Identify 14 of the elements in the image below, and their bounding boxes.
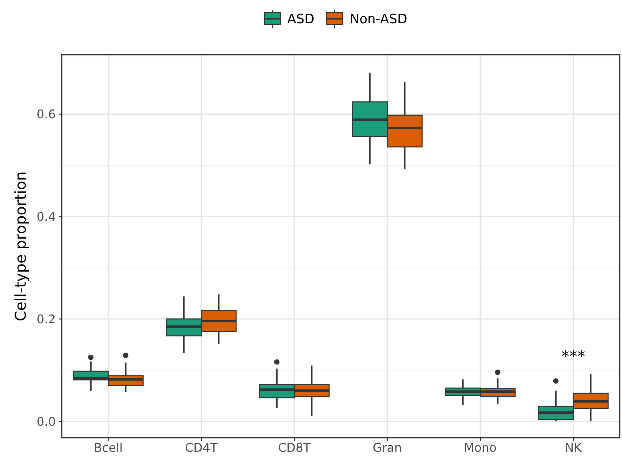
y-tick-label: 0.0 bbox=[36, 414, 56, 429]
legend-label: Non-ASD bbox=[350, 12, 408, 28]
y-tick-label: 0.6 bbox=[36, 108, 56, 122]
y-tick-label: 0.4 bbox=[36, 210, 56, 224]
annotation: *** bbox=[562, 347, 586, 366]
legend-label: ASD bbox=[288, 12, 315, 28]
x-tick-label: Gran bbox=[372, 441, 402, 455]
y-tick-label: 0.2 bbox=[36, 312, 56, 326]
x-tick-label: NK bbox=[565, 441, 584, 455]
x-tick-label: CD8T bbox=[278, 441, 312, 455]
x-tick-label: CD4T bbox=[185, 441, 218, 455]
x-tick-label: Bcell bbox=[94, 441, 123, 455]
x-tick-label: Mono bbox=[464, 441, 497, 455]
y-axis-title: Cell-type proportion bbox=[12, 172, 30, 322]
